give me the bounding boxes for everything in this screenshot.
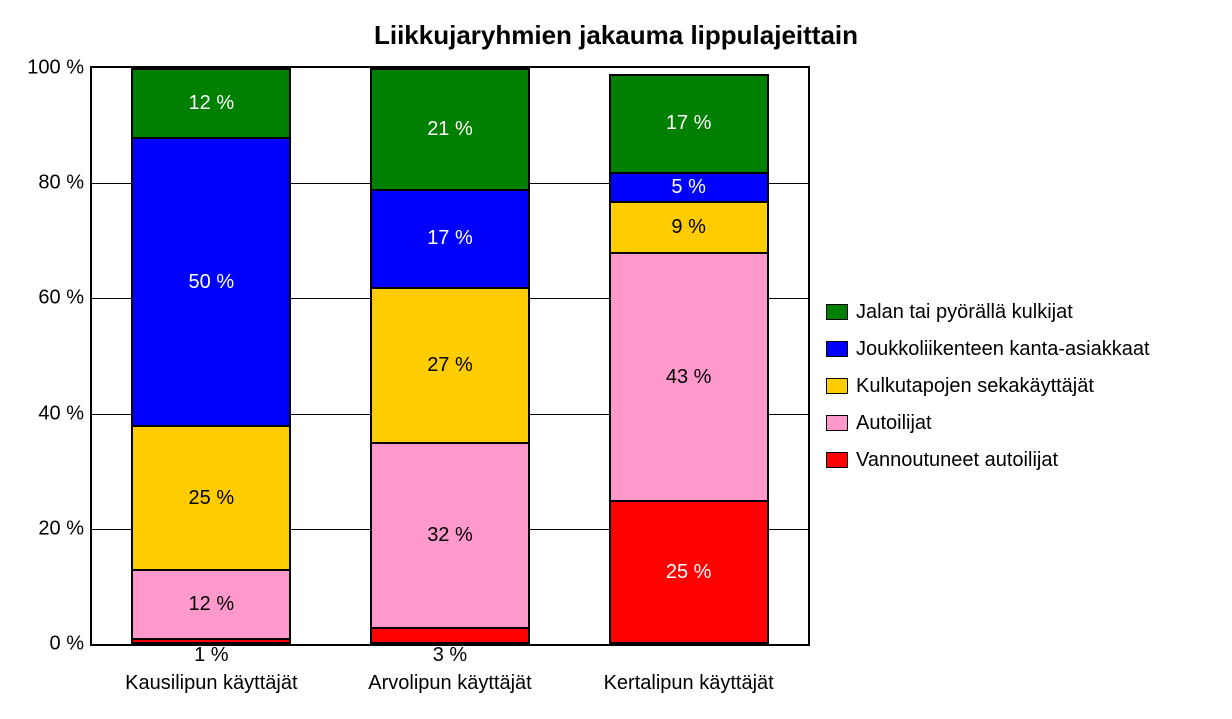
bars-row: 1 %12 %25 %50 %12 %Kausilipun käyttäjät3…: [92, 68, 808, 644]
legend-label: Joukkoliikenteen kanta-asiakkaat: [856, 338, 1150, 361]
legend-swatch: [826, 452, 848, 468]
segment-label: 50 %: [189, 271, 235, 294]
legend-label: Autoilijat: [856, 412, 932, 435]
y-tick-label: 20 %: [38, 517, 92, 540]
segment-label: 32 %: [427, 524, 473, 547]
bar-segment: 50 %: [131, 137, 291, 425]
y-tick-label: 0 %: [50, 633, 92, 656]
segment-label: 1 %: [194, 644, 228, 667]
legend-swatch: [826, 415, 848, 431]
chart-container: Liikkujaryhmien jakauma lippulajeittain …: [0, 0, 1232, 719]
legend-item: Vannoutuneet autoilijat: [826, 449, 1150, 472]
segment-label: 25 %: [189, 487, 235, 510]
segment-label: 5 %: [671, 176, 705, 199]
legend-label: Kulkutapojen sekakäyttäjät: [856, 375, 1094, 398]
bar-segment: 1 %: [131, 638, 291, 644]
legend-swatch: [826, 378, 848, 394]
plot-wrapper: 0 %20 %40 %60 %80 %100 %1 %12 %25 %50 %1…: [20, 66, 810, 706]
legend: Jalan tai pyörällä kulkijat Joukkoliikent…: [826, 66, 1150, 706]
bar-segment: 17 %: [609, 74, 769, 172]
bar-segment: 9 %: [609, 201, 769, 253]
segment-label: 25 %: [666, 561, 712, 584]
bar-segment: 25 %: [131, 425, 291, 569]
chart-body: 0 %20 %40 %60 %80 %100 %1 %12 %25 %50 %1…: [20, 66, 1212, 706]
segment-label: 21 %: [427, 118, 473, 141]
bar-segment: 3 %: [370, 627, 530, 644]
segment-label: 3 %: [433, 644, 467, 667]
legend-swatch: [826, 341, 848, 357]
segment-label: 9 %: [671, 216, 705, 239]
segment-label: 27 %: [427, 354, 473, 377]
legend-item: Joukkoliikenteen kanta-asiakkaat: [826, 338, 1150, 361]
y-tick-label: 40 %: [38, 402, 92, 425]
bar-segment: 27 %: [370, 287, 530, 443]
plot-area: 0 %20 %40 %60 %80 %100 %1 %12 %25 %50 %1…: [90, 66, 810, 646]
y-tick-label: 60 %: [38, 287, 92, 310]
segment-label: 43 %: [666, 366, 712, 389]
bar-slot: 25 %43 %9 %5 %17 %Kertalipun käyttäjät: [609, 68, 769, 644]
bar: 1 % 12 % 25 % 50 % 12 %: [131, 68, 291, 644]
segment-label: 12 %: [189, 593, 235, 616]
segment-label: 17 %: [666, 112, 712, 135]
bar-segment: 21 %: [370, 68, 530, 189]
legend-label: Jalan tai pyörällä kulkijat: [856, 301, 1073, 324]
bar-segment: 12 %: [131, 68, 291, 137]
segment-label: 17 %: [427, 227, 473, 250]
legend-label: Vannoutuneet autoilijat: [856, 449, 1058, 472]
x-tick-label: Kertalipun käyttäjät: [604, 672, 774, 695]
x-tick-label: Kausilipun käyttäjät: [125, 672, 297, 695]
bar-segment: 12 %: [131, 569, 291, 638]
bar-slot: 1 %12 %25 %50 %12 %Kausilipun käyttäjät: [131, 68, 291, 644]
chart-title: Liikkujaryhmien jakauma lippulajeittain: [20, 20, 1212, 51]
y-tick-label: 100 %: [27, 57, 92, 80]
x-tick-label: Arvolipun käyttäjät: [368, 672, 531, 695]
legend-item: Kulkutapojen sekakäyttäjät: [826, 375, 1150, 398]
segment-label: 12 %: [189, 92, 235, 115]
legend-item: Autoilijat: [826, 412, 1150, 435]
bar-segment: 43 %: [609, 252, 769, 500]
bar: 25 % 43 % 9 % 5 % 17 %: [609, 68, 769, 644]
bar-segment: 32 %: [370, 442, 530, 626]
y-tick-label: 80 %: [38, 172, 92, 195]
bar-segment: 25 %: [609, 500, 769, 644]
bar-slot: 3 %32 %27 %17 %21 %Arvolipun käyttäjät: [370, 68, 530, 644]
bar-segment: 5 %: [609, 172, 769, 201]
legend-swatch: [826, 304, 848, 320]
plot-inner: 0 %20 %40 %60 %80 %100 %1 %12 %25 %50 %1…: [90, 68, 808, 646]
legend-item: Jalan tai pyörällä kulkijat: [826, 301, 1150, 324]
bar: 3 % 32 % 27 % 17 % 21 %: [370, 68, 530, 644]
bar-segment: 17 %: [370, 189, 530, 287]
